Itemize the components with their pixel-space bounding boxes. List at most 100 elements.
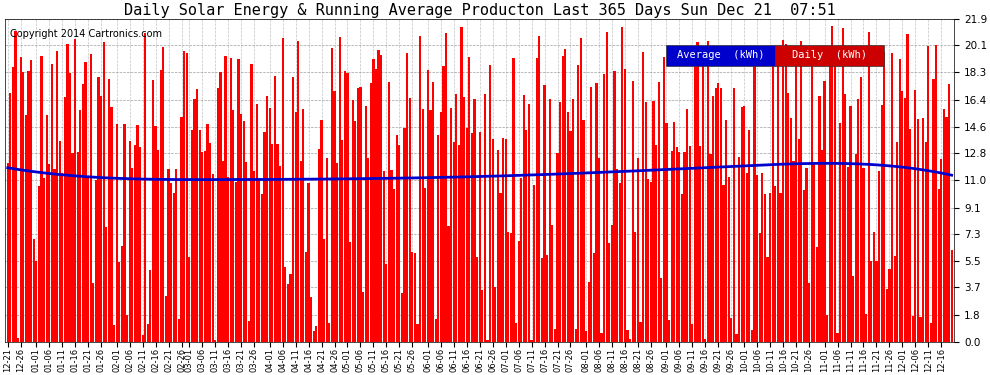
Bar — [707, 41, 709, 342]
Bar — [870, 261, 872, 342]
Bar — [308, 183, 310, 342]
Bar — [121, 246, 123, 342]
Bar — [465, 128, 468, 342]
Bar — [43, 178, 46, 342]
Bar — [681, 194, 683, 342]
Bar — [627, 330, 629, 342]
Bar — [725, 120, 728, 342]
Bar — [188, 256, 190, 342]
Bar — [364, 106, 366, 342]
Bar — [63, 97, 66, 342]
Bar — [274, 76, 276, 342]
Bar — [134, 145, 136, 342]
Bar — [896, 142, 898, 342]
Bar — [865, 314, 867, 342]
Bar — [922, 118, 925, 342]
Bar — [129, 141, 131, 342]
Bar — [406, 53, 408, 342]
Bar — [105, 227, 107, 342]
Bar — [390, 170, 393, 342]
Bar — [36, 261, 38, 342]
Bar — [717, 83, 720, 342]
Bar — [738, 158, 741, 342]
Bar — [263, 132, 265, 342]
Bar — [126, 315, 128, 342]
Bar — [248, 321, 250, 342]
Bar — [401, 293, 403, 342]
Bar — [66, 44, 68, 342]
Bar — [785, 45, 787, 342]
Text: Copyright 2014 Cartronics.com: Copyright 2014 Cartronics.com — [10, 28, 162, 39]
Bar — [486, 339, 489, 342]
Bar — [383, 171, 385, 342]
Bar — [878, 171, 880, 342]
Bar — [891, 53, 893, 342]
Bar — [220, 72, 222, 342]
Bar — [854, 154, 856, 342]
Bar — [447, 225, 449, 342]
Bar — [476, 257, 478, 342]
Bar — [526, 130, 528, 342]
Bar — [816, 247, 818, 342]
Bar — [76, 152, 79, 342]
Bar — [69, 73, 71, 342]
Bar — [281, 38, 284, 342]
Bar — [217, 88, 219, 342]
Bar — [928, 46, 930, 342]
Bar — [149, 270, 151, 342]
Bar — [131, 168, 134, 342]
Bar — [710, 154, 712, 342]
Bar — [846, 167, 849, 342]
Bar — [917, 118, 919, 342]
Bar — [372, 58, 374, 342]
Bar — [665, 123, 667, 342]
Bar — [50, 64, 52, 342]
Bar — [883, 53, 885, 342]
Text: Average  (kWh): Average (kWh) — [677, 50, 764, 60]
Bar — [457, 146, 460, 342]
Bar — [305, 252, 307, 342]
Bar — [518, 240, 520, 342]
Bar — [302, 108, 305, 342]
Bar — [33, 238, 35, 342]
Bar — [824, 81, 826, 342]
Bar — [644, 102, 646, 342]
Bar — [769, 194, 771, 342]
Bar — [354, 121, 356, 342]
Text: Daily  (kWh): Daily (kWh) — [792, 50, 867, 60]
Bar — [417, 324, 419, 342]
Bar — [268, 108, 271, 342]
Bar — [862, 168, 864, 342]
Bar — [723, 185, 725, 342]
Bar — [478, 132, 481, 342]
Bar — [528, 104, 530, 342]
Bar — [819, 96, 821, 342]
Bar — [649, 182, 652, 342]
Bar — [260, 194, 263, 342]
Bar — [888, 269, 891, 342]
Bar — [323, 240, 326, 342]
Bar — [829, 51, 831, 342]
Bar — [849, 105, 851, 342]
Bar — [499, 194, 502, 342]
Bar — [344, 70, 346, 342]
Bar — [808, 283, 810, 342]
Bar — [430, 110, 432, 342]
Bar — [728, 177, 730, 342]
Bar — [139, 147, 142, 342]
Bar — [771, 46, 774, 342]
Bar — [25, 115, 27, 342]
Bar — [551, 225, 553, 342]
Bar — [159, 70, 162, 342]
Bar — [657, 82, 659, 342]
Bar — [800, 40, 802, 342]
Bar — [41, 56, 43, 342]
Bar — [933, 80, 935, 342]
Bar — [696, 42, 699, 342]
Bar — [230, 58, 232, 342]
Bar — [652, 101, 654, 342]
Bar — [811, 60, 813, 342]
Bar — [574, 329, 577, 342]
Bar — [276, 144, 278, 342]
Bar — [624, 69, 626, 342]
